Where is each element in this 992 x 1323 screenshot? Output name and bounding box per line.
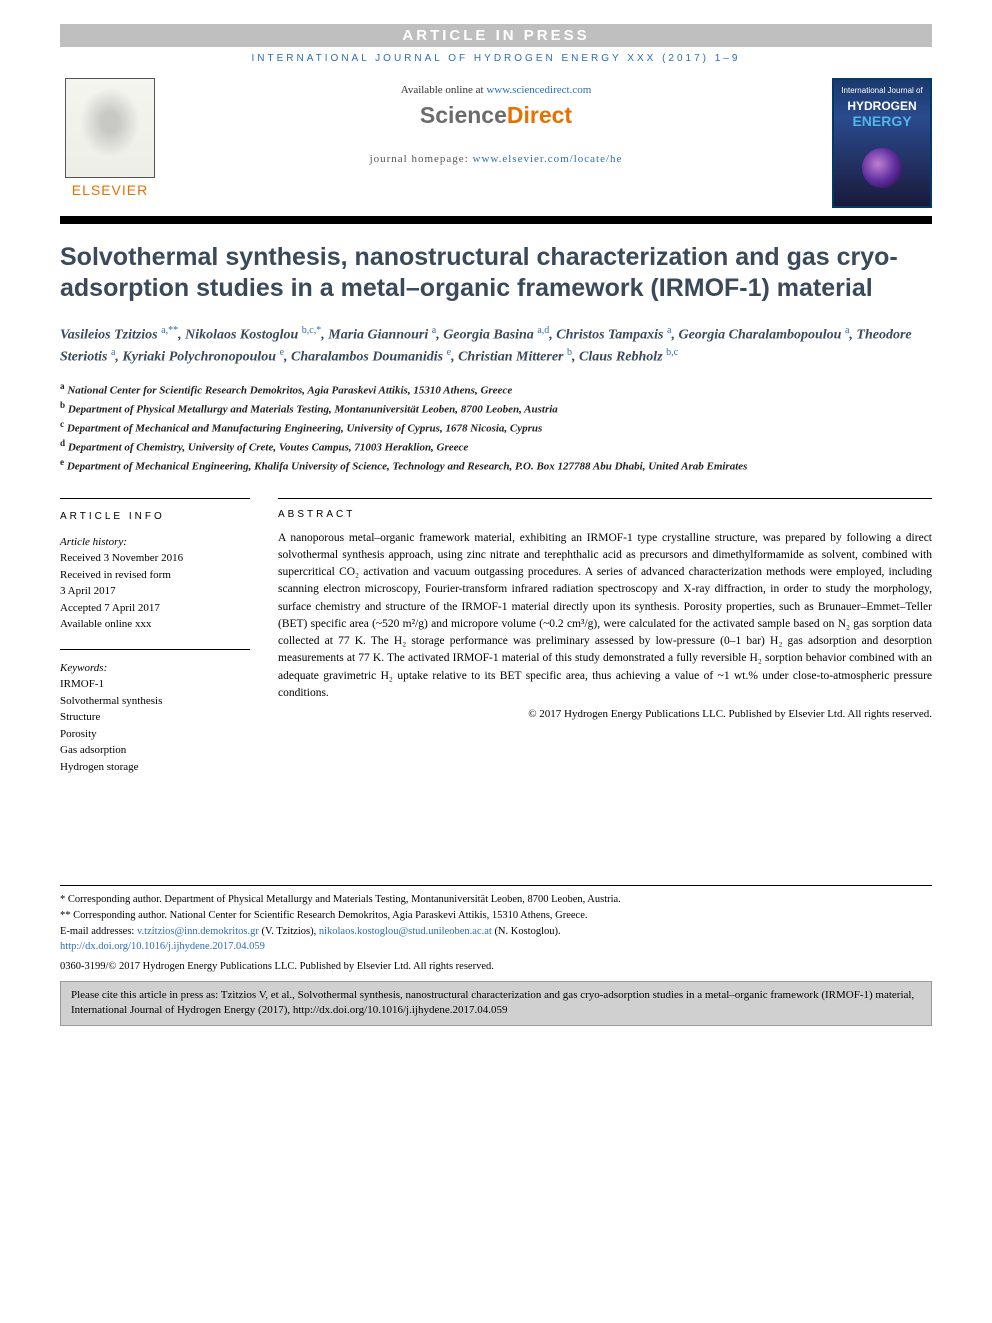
journal-homepage-link[interactable]: www.elsevier.com/locate/he [473, 153, 623, 165]
journal-cover-thumb: International Journal of HYDROGEN ENERGY [832, 78, 932, 208]
journal-header: ELSEVIER Available online at www.science… [60, 78, 932, 208]
abstract-text: A nanoporous metal–organic framework mat… [278, 530, 932, 703]
keyword-item: IRMOF-1 [60, 676, 250, 693]
sciencedirect-logo: ScienceDirect [172, 102, 820, 129]
affiliation-line: b Department of Physical Metallurgy and … [60, 399, 932, 418]
author-sup-link[interactable]: a [845, 325, 849, 336]
history-line: Accepted 7 April 2017 [60, 600, 250, 617]
author-name: Christian Mitterer [458, 350, 563, 365]
keyword-item: Hydrogen storage [60, 759, 250, 776]
email-link-1[interactable]: v.tzitzios@inn.demokritos.gr [137, 926, 259, 937]
citation-header: INTERNATIONAL JOURNAL OF HYDROGEN ENERGY… [60, 53, 932, 64]
article-in-press-banner: ARTICLE IN PRESS [60, 24, 932, 47]
author-sup-link[interactable]: e [447, 347, 451, 358]
elsevier-logo: ELSEVIER [60, 78, 160, 198]
available-online-line: Available online at www.sciencedirect.co… [172, 84, 820, 96]
email-link-2[interactable]: nikolaos.kostoglou@stud.unileoben.ac.at [319, 926, 492, 937]
abstract-copyright: © 2017 Hydrogen Energy Publications LLC.… [278, 708, 932, 720]
affiliation-line: e Department of Mechanical Engineering, … [60, 456, 932, 475]
elsevier-label: ELSEVIER [60, 182, 160, 198]
abstract-heading: ABSTRACT [278, 509, 932, 520]
affiliation-line: c Department of Mechanical and Manufactu… [60, 418, 932, 437]
history-line: Received 3 November 2016 [60, 550, 250, 567]
cite-box: Please cite this article in press as: Tz… [60, 981, 932, 1026]
author-sup-link[interactable]: a,** [161, 325, 178, 336]
author-sup-link[interactable]: e [280, 347, 284, 358]
author-name: Georgia Charalambopoulou [678, 327, 841, 342]
author-name: Christos Tampaxis [556, 327, 663, 342]
history-line: 3 April 2017 [60, 583, 250, 600]
history-line: Received in revised form [60, 567, 250, 584]
corresponding-author-1: * Corresponding author. Department of Ph… [60, 892, 932, 908]
article-title: Solvothermal synthesis, nanostructural c… [60, 242, 932, 305]
history-line: Available online xxx [60, 616, 250, 633]
author-sup-link[interactable]: a [432, 325, 436, 336]
author-name: Claus Rebholz [579, 350, 663, 365]
divider-bar [60, 216, 932, 224]
authors-block: Vasileios Tzitzios a,**, Nikolaos Kostog… [60, 323, 932, 368]
journal-homepage-line: journal homepage: www.elsevier.com/locat… [172, 153, 820, 165]
keyword-item: Porosity [60, 726, 250, 743]
affiliations-block: a National Center for Scientific Researc… [60, 380, 932, 476]
keyword-item: Solvothermal synthesis [60, 693, 250, 710]
author-name: Nikolaos Kostoglou [185, 327, 298, 342]
affiliation-line: d Department of Chemistry, University of… [60, 437, 932, 456]
author-sup-link[interactable]: b,c [666, 347, 678, 358]
email-line: E-mail addresses: v.tzitzios@inn.demokri… [60, 924, 932, 940]
keyword-item: Structure [60, 709, 250, 726]
author-name: Kyriaki Polychronopoulou [122, 350, 276, 365]
author-name: Vasileios Tzitzios [60, 327, 158, 342]
author-sup-link[interactable]: a,d [537, 325, 549, 336]
author-name: Charalambos Doumanidis [291, 350, 443, 365]
abstract-column: ABSTRACT A nanoporous metal–organic fram… [278, 498, 932, 776]
article-info-column: ARTICLE INFO Article history: Received 3… [60, 498, 250, 776]
elsevier-tree-icon [65, 78, 155, 178]
author-name: Georgia Basina [443, 327, 534, 342]
footer-block: * Corresponding author. Department of Ph… [60, 885, 932, 975]
affiliation-line: a National Center for Scientific Researc… [60, 380, 932, 399]
author-sup-link[interactable]: a [111, 347, 115, 358]
sciencedirect-link[interactable]: www.sciencedirect.com [486, 84, 591, 96]
keyword-item: Gas adsorption [60, 742, 250, 759]
author-sup-link[interactable]: a [667, 325, 671, 336]
author-name: Maria Giannouri [328, 327, 428, 342]
issn-line: 0360-3199/© 2017 Hydrogen Energy Publica… [60, 959, 932, 975]
author-sup-link[interactable]: b,c,* [302, 325, 321, 336]
article-info-heading: ARTICLE INFO [60, 509, 250, 524]
corresponding-author-2: ** Corresponding author. National Center… [60, 908, 932, 924]
doi-link[interactable]: http://dx.doi.org/10.1016/j.ijhydene.201… [60, 941, 265, 952]
article-history-label: Article history: [60, 534, 250, 551]
keywords-label: Keywords: [60, 660, 250, 677]
author-sup-link[interactable]: b [567, 347, 572, 358]
